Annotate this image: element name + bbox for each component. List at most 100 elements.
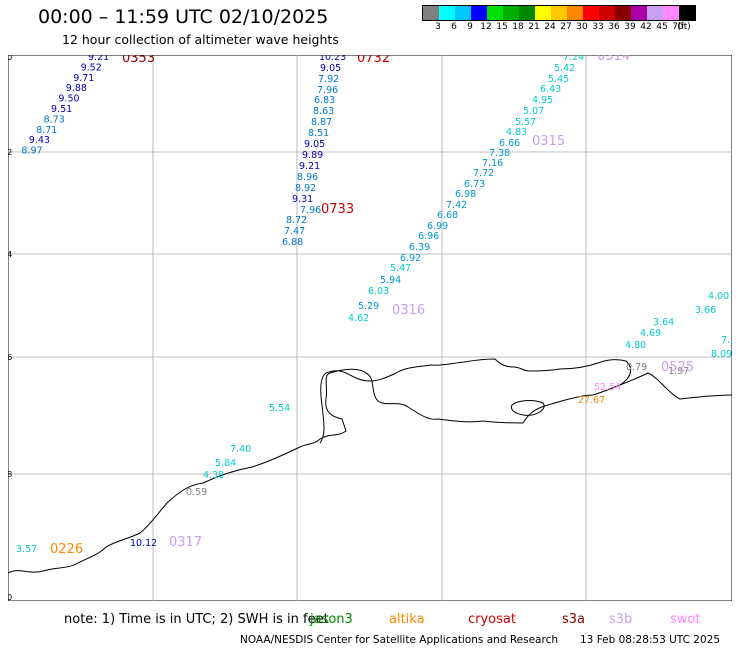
wave-height-value: 8.92: [295, 183, 316, 194]
legend-label: 30: [576, 22, 588, 32]
mainland-coast: [8, 358, 632, 574]
legend-label: 45: [656, 22, 668, 32]
wave-height-value: 9.71: [73, 73, 94, 84]
wave-height-value: 4.38: [203, 470, 224, 481]
pass-time-label: 0314: [597, 55, 630, 64]
wave-height-value: 3.66: [695, 305, 716, 316]
wave-height-value: 5.45: [548, 74, 569, 85]
wave-height-value: 6.96: [418, 231, 439, 242]
legend-swatch: [663, 6, 679, 20]
wave-height-value: 10.12: [130, 538, 157, 549]
lat-tick-label: 68: [8, 470, 12, 479]
wave-height-value: 5.84: [215, 458, 236, 469]
wave-height-value: 8.87: [311, 117, 332, 128]
legend-swatch: [471, 6, 487, 20]
wave-height-value: 5.94: [380, 275, 401, 286]
wave-height-value: 6.03: [368, 286, 389, 297]
wave-height-value: 6.39: [409, 242, 430, 253]
wave-height-value: 7.72: [473, 168, 494, 179]
wave-height-value: 1.97: [668, 366, 689, 377]
map-frame: [8, 55, 732, 601]
wave-height-value: 4.00: [708, 291, 729, 302]
legend-swatch: [567, 6, 583, 20]
pass-time-label: 0732: [357, 55, 390, 66]
satellite-label-cryosat: cryosat: [468, 612, 516, 627]
wave-height-value: 6.83: [314, 95, 335, 106]
wave-height-value: 9.50: [58, 94, 79, 105]
legend-swatch: [423, 6, 439, 20]
wave-height-value: 5.47: [390, 263, 411, 274]
wave-height-value: 5.57: [515, 117, 536, 128]
coast-east: [619, 372, 732, 400]
legend-label: 21: [528, 22, 540, 32]
pass-time-label: 0315: [532, 134, 565, 149]
legend-swatch: [615, 6, 631, 20]
wave-height-value: 5.54: [269, 403, 290, 414]
wave-height-value: 6.43: [540, 84, 561, 95]
wave-height-value: 8.09: [711, 349, 732, 360]
legend-swatch: [487, 6, 503, 20]
wave-height-value: 4.95: [532, 95, 553, 106]
wave-height-value: 4.62: [348, 313, 369, 324]
wave-height-value: 5.07: [523, 106, 544, 117]
wave-height-map: 606264666870757881848790 9.219.529.719.8…: [8, 55, 732, 601]
pass-time-label: 0353: [122, 55, 155, 66]
island-small: [510, 400, 545, 416]
legend-label: 3: [435, 22, 441, 32]
pass-time-label: 0317: [169, 535, 202, 550]
wave-height-value: 7.96: [317, 85, 338, 96]
wave-height-value: 52.54: [594, 382, 621, 393]
legend-swatch: [519, 6, 535, 20]
wave-height-value: 9.43: [29, 135, 50, 146]
wave-height-value: 9.31: [292, 194, 313, 205]
legend-swatch: [631, 6, 647, 20]
wave-height-value: 9.05: [304, 139, 325, 150]
wave-height-value: 9.05: [320, 63, 341, 74]
legend-swatch: [679, 6, 695, 20]
wave-height-value: 9.52: [81, 62, 102, 73]
legend-swatch: [439, 6, 455, 20]
wave-height-value: 4.83: [506, 127, 527, 138]
satellite-label-s3a: s3a: [562, 612, 586, 627]
wave-height-value: 7.24: [563, 55, 584, 63]
legend-swatch: [583, 6, 599, 20]
wave-height-value: 9.89: [302, 150, 323, 161]
satellite-label-altika: altika: [389, 612, 425, 627]
wave-height-value: 6.68: [437, 210, 458, 221]
wave-height-value: 8.97: [21, 146, 42, 157]
wave-height-value: 8.72: [286, 215, 307, 226]
wave-height-value: 6.66: [499, 138, 520, 149]
legend-label: 12: [480, 22, 492, 32]
wave-height-value: 3.64: [653, 317, 674, 328]
legend-label: 15: [496, 22, 508, 32]
wave-height-value: 6.92: [400, 253, 421, 264]
legend-label: 18: [512, 22, 524, 32]
legend-swatch: [535, 6, 551, 20]
pass-time-label: 0226: [50, 542, 83, 557]
wave-height-value: 7.96: [300, 205, 321, 216]
lat-tick-label: 62: [8, 148, 12, 157]
legend-label: 36: [608, 22, 620, 32]
legend-label: 42: [640, 22, 652, 32]
pass-time-label: 0733: [321, 202, 354, 217]
legend-label: (ft): [677, 22, 691, 32]
pass-time-label: 0525: [661, 360, 694, 375]
wave-height-value: 5.29: [358, 301, 379, 312]
legend-swatch: [503, 6, 519, 20]
credit-line: NOAA/NESDIS Center for Satellite Applica…: [240, 634, 558, 646]
wave-height-value: 9.51: [51, 104, 72, 115]
legend-label: 70: [672, 22, 684, 32]
wave-height-value: 8.96: [297, 172, 318, 183]
wave-height-value: 7.2: [721, 335, 732, 346]
legend-label: 39: [624, 22, 636, 32]
satellite-label-jason3: jason3: [310, 612, 353, 627]
legend-label: 24: [544, 22, 556, 32]
legend-swatch: [455, 6, 471, 20]
wave-height-value: 0.79: [626, 362, 647, 373]
wave-height-value: 10.23: [319, 55, 346, 63]
note-text: note: 1) Time is in UTC; 2) SWH is in fe…: [64, 612, 329, 627]
legend-label: 6: [451, 22, 457, 32]
chart-subtitle: 12 hour collection of altimeter wave hei…: [62, 32, 339, 47]
wave-height-value: 7.47: [284, 226, 305, 237]
wave-height-value: 4.80: [625, 340, 646, 351]
